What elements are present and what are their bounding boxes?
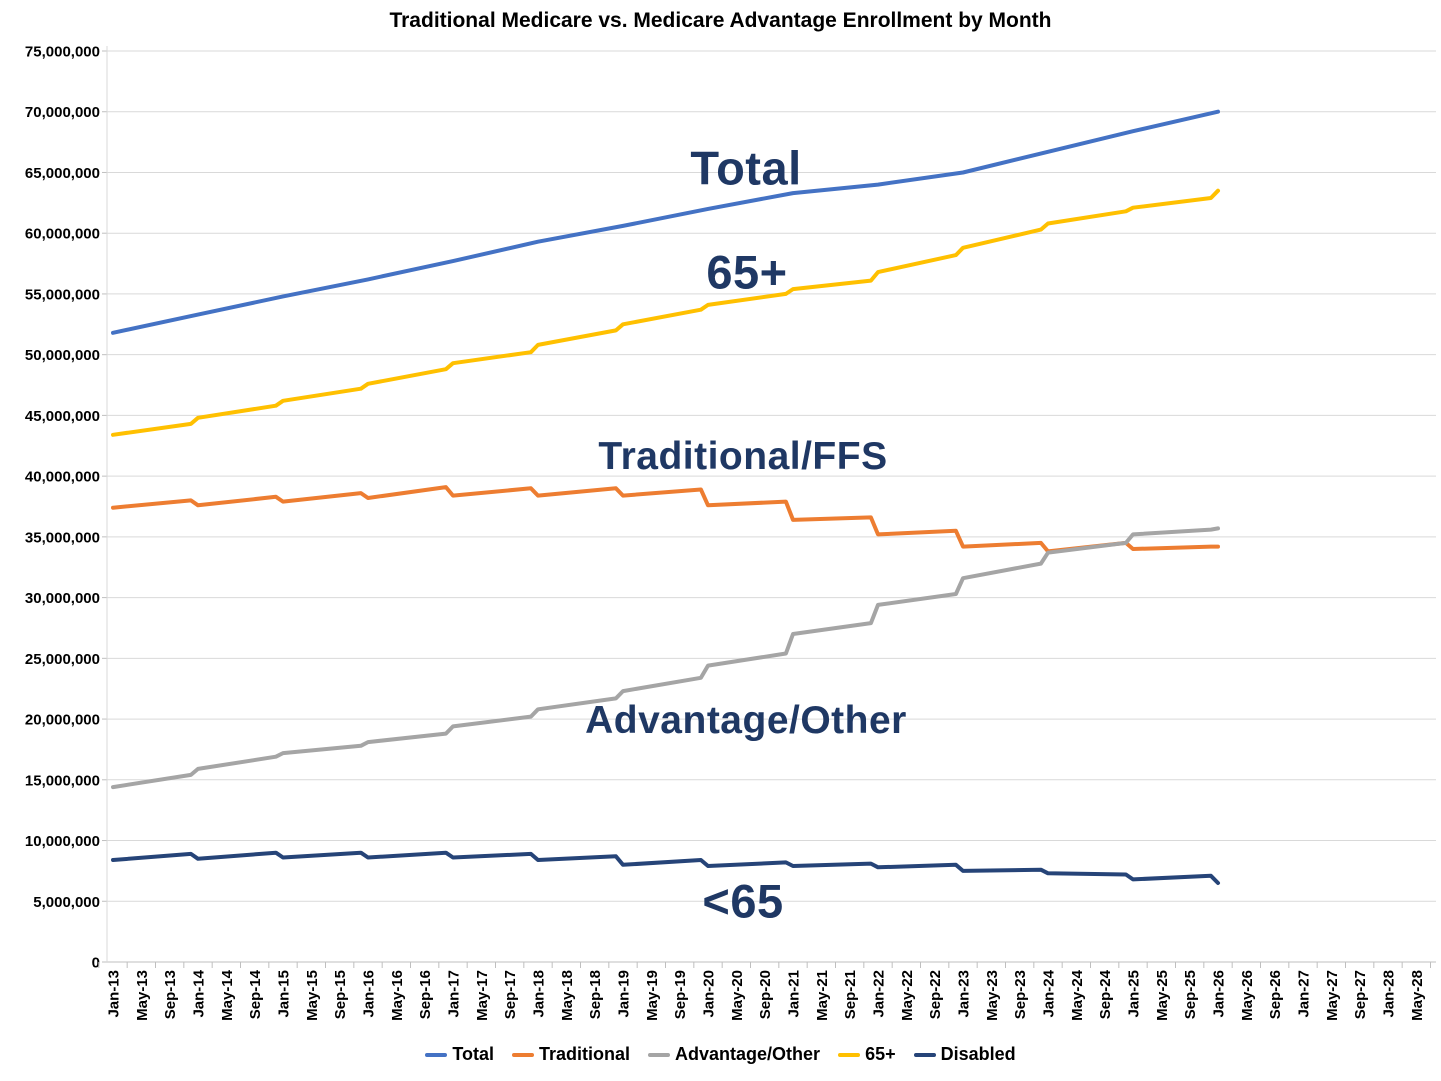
x-axis-label: Jan-17 — [445, 970, 462, 1018]
x-axis-label: Jan-13 — [106, 970, 123, 1018]
x-axis-label: Jan-15 — [275, 970, 292, 1018]
annotation-advantage-other: Advantage/Other — [585, 699, 907, 742]
y-axis-label: 45,000,000 — [25, 408, 100, 425]
x-axis-label: Jan-26 — [1210, 970, 1227, 1018]
annotation-total: Total — [690, 141, 802, 195]
legend-item-total: Total — [425, 1044, 494, 1065]
x-axis-label: Jan-24 — [1040, 969, 1057, 1017]
y-axis-label: 40,000,000 — [25, 469, 100, 486]
x-axis-label: May-15 — [304, 970, 321, 1021]
legend-item-advantage_other: Advantage/Other — [648, 1044, 820, 1065]
x-axis-label: May-20 — [729, 970, 746, 1021]
x-axis-label: Sep-19 — [672, 970, 689, 1019]
series-line-traditional — [111, 485, 1220, 554]
legend-item-traditional: Traditional — [512, 1044, 630, 1065]
legend-label: Advantage/Other — [675, 1044, 821, 1064]
x-axis-label: Sep-16 — [417, 970, 434, 1019]
series-line-total — [111, 109, 1220, 335]
x-axis-label: Jan-28 — [1380, 970, 1397, 1018]
x-axis-label: May-26 — [1239, 970, 1256, 1021]
x-axis-label: May-23 — [984, 970, 1001, 1021]
x-axis-label: Sep-18 — [587, 970, 604, 1019]
y-axis-label: 20,000,000 — [25, 712, 100, 729]
y-axis-label: 15,000,000 — [25, 772, 100, 789]
legend-swatch-total — [425, 1052, 448, 1057]
x-axis-label: May-17 — [474, 970, 491, 1021]
x-axis-label: Sep-21 — [842, 970, 859, 1019]
x-axis-label: May-22 — [899, 970, 916, 1021]
y-axis-label: 70,000,000 — [25, 104, 100, 121]
y-axis-label: 30,000,000 — [25, 590, 100, 607]
x-axis-label: Sep-17 — [502, 970, 519, 1019]
x-axis-label: Jan-20 — [700, 970, 717, 1018]
x-axis-label: Sep-14 — [247, 969, 264, 1019]
x-axis-label: Sep-20 — [757, 970, 774, 1019]
legend-item-disabled: Disabled — [913, 1044, 1016, 1065]
x-axis-label: Sep-25 — [1182, 970, 1199, 1019]
x-axis-label: May-25 — [1154, 970, 1171, 1021]
x-axis-label: May-28 — [1409, 970, 1426, 1021]
y-axis-label: 10,000,000 — [25, 833, 100, 850]
x-axis-label: Jan-19 — [615, 970, 632, 1018]
x-axis-label: Jan-16 — [360, 970, 377, 1018]
y-axis-label: 0 — [92, 955, 100, 972]
series-line-disabled — [111, 850, 1220, 885]
annotation-under-65: <65 — [702, 874, 784, 928]
x-axis-label: May-16 — [389, 970, 406, 1021]
y-axis-label: 50,000,000 — [25, 347, 100, 364]
x-axis-label: Sep-23 — [1012, 970, 1029, 1019]
x-axis-label: May-19 — [644, 970, 661, 1021]
x-axis-label: Sep-27 — [1352, 970, 1369, 1019]
annotation-65-plus: 65+ — [706, 245, 788, 299]
x-axis-label: Jan-14 — [190, 969, 207, 1017]
y-axis-label: 60,000,000 — [25, 226, 100, 243]
x-axis-label: Sep-24 — [1097, 969, 1114, 1019]
series-line-age65 — [111, 188, 1220, 437]
legend-swatch-age65 — [838, 1052, 861, 1057]
y-axis-label: 25,000,000 — [25, 651, 100, 668]
y-axis-label: 55,000,000 — [25, 286, 100, 303]
x-axis-label: Jan-23 — [955, 970, 972, 1018]
chart-legend: Total Traditional Advantage/Other 65+ Disabl… — [0, 1044, 1441, 1065]
x-axis-label: May-24 — [1069, 969, 1086, 1021]
y-axis-label: 65,000,000 — [25, 165, 100, 182]
x-axis-label: Jan-27 — [1295, 970, 1312, 1018]
x-axis-label: Jan-25 — [1125, 970, 1142, 1018]
annotation-traditional-ffs: Traditional/FFS — [598, 435, 888, 478]
legend-label: 65+ — [865, 1044, 896, 1064]
x-axis-label: Jan-22 — [870, 970, 887, 1018]
x-axis-label: Sep-15 — [332, 970, 349, 1019]
x-axis-label: Sep-26 — [1267, 970, 1284, 1019]
legend-label: Total — [452, 1044, 495, 1064]
x-axis-label: May-27 — [1324, 970, 1341, 1021]
legend-swatch-traditional — [512, 1052, 535, 1057]
legend-item-age65: 65+ — [838, 1044, 896, 1065]
legend-swatch-disabled — [913, 1052, 936, 1057]
x-axis-label: May-21 — [814, 970, 831, 1021]
chart-title: Traditional Medicare vs. Medicare Advant… — [389, 9, 1052, 32]
legend-label: Traditional — [539, 1044, 631, 1064]
y-axis-label: 35,000,000 — [25, 529, 100, 546]
y-axis-label: 75,000,000 — [25, 43, 100, 60]
y-axis-label: 5,000,000 — [33, 894, 100, 911]
x-axis-label: Jan-18 — [530, 970, 547, 1018]
legend-label: Disabled — [940, 1044, 1016, 1064]
x-axis-label: Sep-22 — [927, 970, 944, 1019]
x-axis-label: May-18 — [559, 970, 576, 1021]
legend-swatch-advantage_other — [648, 1052, 671, 1057]
x-axis-label: May-13 — [134, 970, 151, 1021]
x-axis-label: May-14 — [219, 969, 236, 1021]
x-axis-label: Jan-21 — [785, 970, 802, 1018]
x-axis-label: Sep-13 — [162, 970, 179, 1019]
series-line-advantage_other — [111, 526, 1220, 790]
